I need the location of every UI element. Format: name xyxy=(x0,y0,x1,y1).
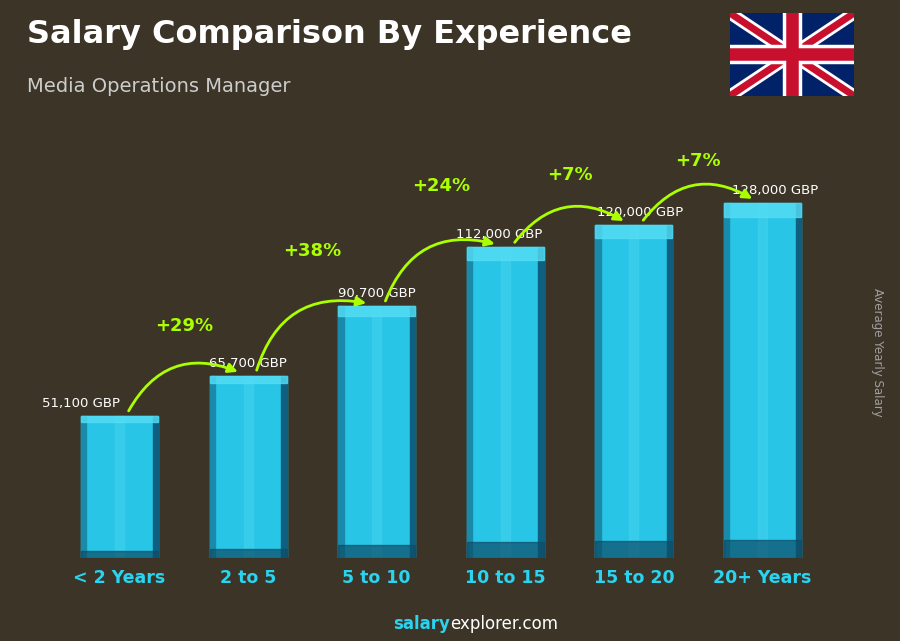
Text: +24%: +24% xyxy=(412,178,470,196)
Text: +29%: +29% xyxy=(155,317,213,335)
Bar xyxy=(667,225,672,558)
Bar xyxy=(338,306,344,558)
Text: 128,000 GBP: 128,000 GBP xyxy=(733,184,818,197)
Text: salary: salary xyxy=(393,615,450,633)
Text: +7%: +7% xyxy=(547,166,592,185)
Bar xyxy=(629,225,638,558)
Bar xyxy=(282,376,287,558)
Bar xyxy=(538,247,544,558)
Bar xyxy=(796,203,801,558)
Bar xyxy=(410,306,415,558)
Bar xyxy=(595,541,672,558)
Text: Salary Comparison By Experience: Salary Comparison By Experience xyxy=(27,19,632,50)
Text: Media Operations Manager: Media Operations Manager xyxy=(27,77,291,96)
Text: 90,700 GBP: 90,700 GBP xyxy=(338,287,416,300)
Bar xyxy=(210,549,287,558)
Bar xyxy=(467,247,544,558)
Bar xyxy=(724,203,801,558)
Bar xyxy=(210,376,287,558)
Bar xyxy=(115,416,124,558)
Bar xyxy=(467,542,544,558)
Text: explorer.com: explorer.com xyxy=(450,615,558,633)
Text: Average Yearly Salary: Average Yearly Salary xyxy=(871,288,884,417)
Bar xyxy=(81,416,158,422)
Text: 51,100 GBP: 51,100 GBP xyxy=(42,397,120,410)
Bar xyxy=(595,225,672,238)
Text: 65,700 GBP: 65,700 GBP xyxy=(209,356,287,369)
Bar xyxy=(210,376,287,383)
Bar xyxy=(595,225,672,558)
Bar xyxy=(338,545,415,558)
Bar xyxy=(724,203,801,217)
Bar xyxy=(210,376,215,558)
Bar xyxy=(338,306,415,558)
Text: +38%: +38% xyxy=(284,242,342,260)
Bar xyxy=(467,247,472,558)
Text: 112,000 GBP: 112,000 GBP xyxy=(455,228,542,241)
Bar xyxy=(244,376,253,558)
Text: 120,000 GBP: 120,000 GBP xyxy=(598,206,683,219)
Bar xyxy=(372,306,382,558)
Bar xyxy=(153,416,158,558)
Text: +7%: +7% xyxy=(675,153,721,171)
Bar xyxy=(724,540,801,558)
Bar xyxy=(81,416,86,558)
Bar xyxy=(758,203,767,558)
Bar xyxy=(595,225,600,558)
Bar xyxy=(81,551,158,558)
Bar xyxy=(467,247,544,260)
Bar xyxy=(724,203,729,558)
Bar xyxy=(500,247,510,558)
Bar xyxy=(338,306,415,317)
Bar xyxy=(81,416,158,558)
